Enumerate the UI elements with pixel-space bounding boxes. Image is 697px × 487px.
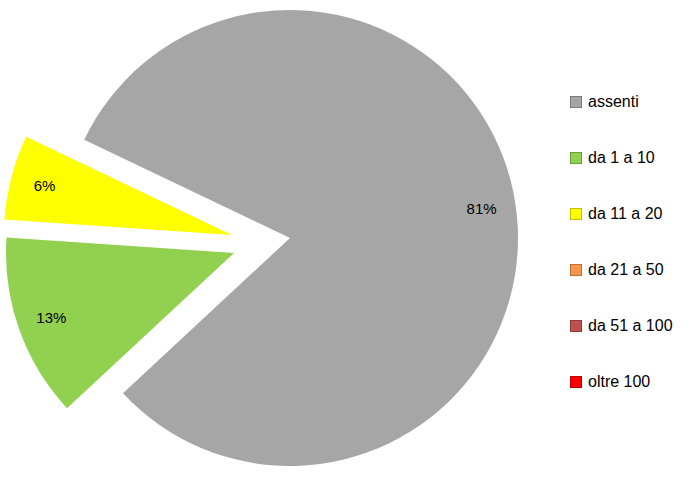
html-text:da 21 a 50: da 21 a 50	[588, 261, 664, 278]
svg-text:6%: 6%	[34, 177, 56, 194]
html-text:da 1 a 10: da 1 a 10	[588, 149, 655, 166]
html-text:da 51 a 100: da 51 a 100	[588, 317, 673, 334]
html-text:assenti: assenti	[588, 93, 639, 110]
html-text:da 11 a 20: da 11 a 20	[588, 205, 663, 222]
svg-text:13%: 13%	[36, 309, 66, 326]
svg-text:81%: 81%	[467, 200, 497, 217]
html-text:oltre 100: oltre 100	[588, 373, 651, 390]
